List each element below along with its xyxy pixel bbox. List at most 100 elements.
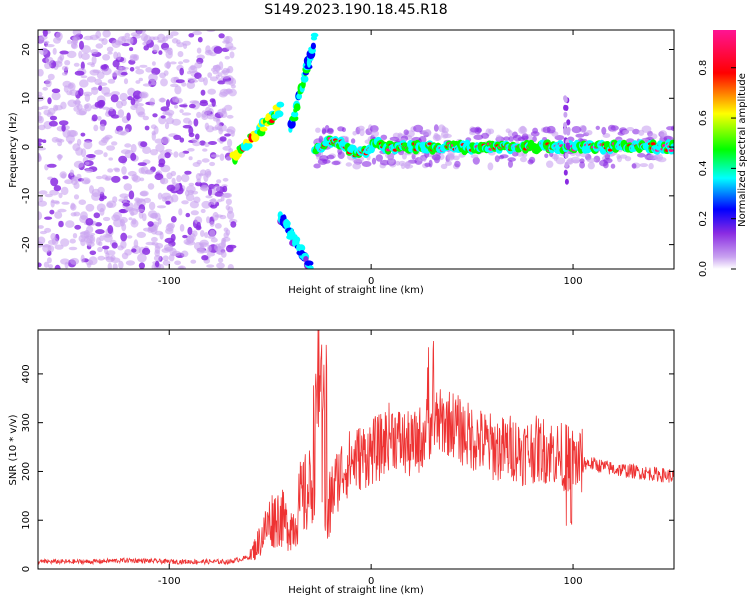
spectrogram-xlabel: Height of straight line (km)	[288, 285, 424, 296]
heatmap-cell	[646, 154, 657, 160]
heatmap-cell	[102, 54, 111, 61]
heatmap-cell	[60, 238, 70, 247]
heatmap-cell	[648, 162, 654, 170]
heatmap-cell	[196, 111, 202, 118]
heatmap-cell	[61, 72, 68, 76]
colorbar-tick-label: 0.4	[698, 160, 709, 176]
heatmap-cell	[91, 55, 97, 65]
heatmap-cell	[119, 208, 126, 213]
heatmap-cell	[73, 106, 80, 112]
heatmap-cell	[118, 155, 128, 164]
heatmap-cell	[178, 208, 183, 216]
heatmap-cell	[169, 61, 177, 65]
heatmap-cell	[95, 222, 102, 227]
snr-ticks: -100 0 100 0 100 200 300 400	[21, 330, 674, 587]
heatmap-cell	[107, 51, 113, 55]
heatmap-cell	[487, 162, 494, 171]
heatmap-cell	[174, 97, 183, 104]
heatmap-cell	[38, 147, 46, 151]
heatmap-cell	[142, 146, 152, 154]
heatmap-cell	[142, 247, 151, 255]
heatmap-cell	[66, 39, 72, 45]
heatmap-cell	[400, 162, 406, 170]
heatmap-cell	[154, 242, 164, 249]
heatmap-cell	[140, 141, 148, 148]
x-tick-label: 0	[368, 576, 374, 587]
heatmap-cell	[97, 116, 102, 121]
heatmap-cell	[195, 133, 200, 140]
heatmap-cell	[186, 185, 196, 193]
heatmap-cell	[243, 142, 253, 150]
spectrogram-ylabel: Frequency (Hz)	[8, 112, 19, 188]
heatmap-cell	[107, 262, 112, 269]
snr-panel: -100 0 100 0 100 200 300 400 Height of straight…	[8, 329, 675, 596]
heatmap-cell	[98, 139, 108, 146]
heatmap-cell	[148, 73, 158, 82]
heatmap-cell	[218, 33, 225, 39]
heatmap-cell	[546, 160, 554, 168]
heatmap-cell	[111, 39, 121, 48]
heatmap-cell	[225, 204, 230, 211]
heatmap-cell	[291, 111, 299, 118]
heatmap-cell	[221, 107, 226, 113]
heatmap-cell	[209, 98, 215, 103]
y-tick-label: 300	[21, 413, 32, 432]
heatmap-cell	[188, 156, 193, 161]
heatmap-cell	[206, 113, 216, 120]
heatmap-cell	[61, 201, 70, 205]
heatmap-cell	[162, 111, 171, 116]
heatmap-cell	[199, 140, 206, 146]
heatmap-cell	[93, 212, 101, 219]
heatmap-cell	[154, 173, 164, 181]
heatmap-cell	[57, 208, 67, 213]
heatmap-cell	[71, 178, 78, 186]
heatmap-cell	[204, 232, 209, 238]
heatmap-cell	[210, 237, 218, 243]
heatmap-cell	[64, 60, 71, 66]
heatmap-cell	[219, 153, 225, 161]
heatmap-cell	[120, 71, 128, 76]
heatmap-cell	[102, 216, 111, 222]
heatmap-cell	[110, 114, 120, 119]
heatmap-cell	[518, 126, 528, 135]
heatmap-cell	[38, 142, 42, 147]
x-tick-label: 0	[368, 276, 374, 287]
heatmap-cell	[214, 124, 223, 131]
heatmap-cell	[204, 49, 213, 56]
heatmap-cell	[276, 101, 285, 108]
heatmap-cell	[121, 166, 127, 175]
heatmap-cell	[579, 161, 585, 169]
heatmap-cell	[650, 142, 656, 146]
heatmap-cell	[66, 50, 77, 59]
heatmap-cell	[163, 244, 173, 251]
heatmap-cell	[422, 156, 427, 162]
heatmap-cell	[571, 126, 582, 134]
heatmap-cell	[126, 37, 134, 42]
heatmap-cell	[171, 194, 179, 203]
heatmap-cell	[563, 127, 568, 133]
heatmap-cell	[143, 197, 151, 204]
heatmap-cell	[563, 104, 568, 111]
heatmap-cell	[174, 85, 182, 95]
heatmap-cell	[225, 156, 232, 161]
heatmap-cell	[179, 266, 184, 269]
heatmap-cell	[352, 162, 362, 170]
heatmap-cell	[210, 204, 218, 209]
heatmap-cell	[102, 136, 110, 141]
colorbar-tick-label: 0.2	[698, 211, 709, 227]
heatmap-cell	[403, 129, 409, 136]
heatmap-cell	[85, 168, 94, 173]
heatmap-cell	[85, 161, 90, 165]
heatmap-cell	[162, 260, 171, 266]
heatmap-cell	[45, 78, 52, 88]
heatmap-cell	[418, 156, 423, 162]
heatmap-cell	[74, 98, 81, 108]
heatmap-cell	[220, 75, 230, 79]
heatmap-cell	[97, 82, 108, 86]
heatmap-cell	[97, 186, 105, 194]
colorbar	[713, 30, 736, 269]
heatmap-cell	[95, 43, 104, 49]
heatmap-cell	[190, 79, 199, 83]
heatmap-cell	[544, 153, 549, 159]
x-tick-label: -100	[158, 276, 181, 287]
